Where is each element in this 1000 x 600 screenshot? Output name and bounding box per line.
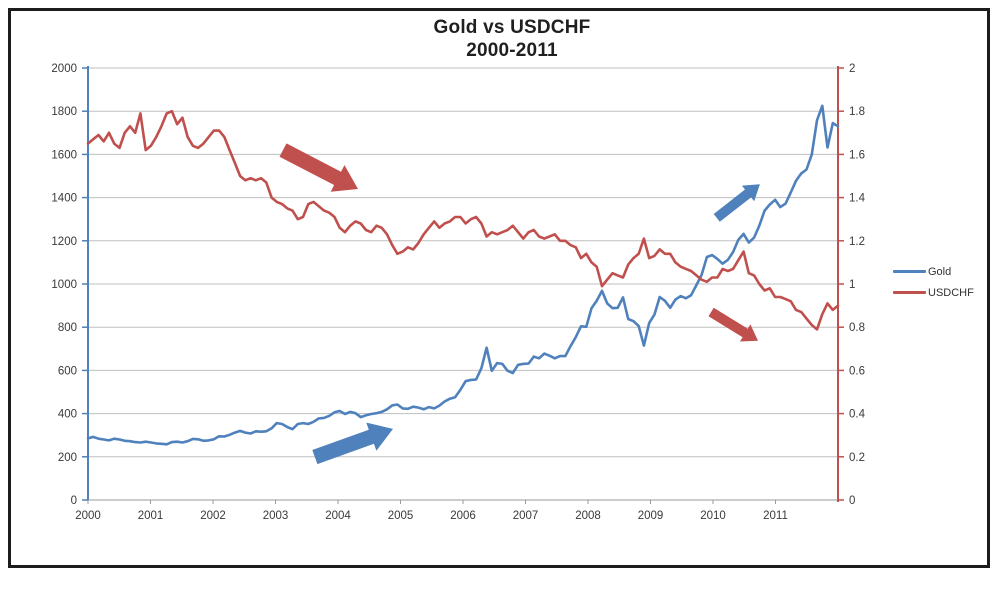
x-axis-label: 2011 — [763, 510, 788, 522]
legend-item-usdchf: USDCHF — [893, 282, 974, 303]
x-axis-label: 2002 — [200, 510, 226, 522]
left-axis-label: 800 — [58, 322, 77, 334]
left-axis-label: 200 — [58, 452, 77, 464]
left-axis-label: 0 — [71, 495, 77, 507]
right-axis-label: 0.4 — [849, 409, 866, 421]
gold-late-uptrend-arrow — [713, 184, 760, 222]
left-axis-label: 1800 — [51, 106, 77, 118]
x-axis-label: 2004 — [325, 510, 351, 522]
right-axis-label: 0 — [849, 495, 855, 507]
x-axis-label: 2005 — [388, 510, 414, 522]
legend-label-gold: Gold — [928, 265, 952, 278]
right-axis-label: 1 — [849, 279, 855, 291]
gold-uptrend-arrow — [312, 422, 393, 465]
gold-series-line — [86, 104, 840, 446]
right-axis-label: 0.6 — [849, 365, 865, 377]
x-axis-label: 2008 — [575, 510, 601, 522]
x-axis-label: 2003 — [263, 510, 289, 522]
right-axis-label: 1.6 — [849, 149, 865, 161]
left-axis-label: 600 — [58, 365, 77, 377]
x-axis-label: 2001 — [138, 510, 164, 522]
x-axis-label: 2009 — [638, 510, 664, 522]
legend-label-usdchf: USDCHF — [928, 286, 974, 299]
legend-item-gold: Gold — [893, 261, 974, 282]
right-axis-label: 1.4 — [849, 193, 866, 205]
x-axis-label: 2007 — [513, 510, 539, 522]
left-axis-label: 1200 — [51, 236, 77, 248]
left-axis-label: 1600 — [51, 149, 77, 161]
usdchf-line-swatch — [893, 291, 926, 294]
x-axis-label: 2010 — [700, 510, 726, 522]
gold-line-swatch — [893, 270, 926, 273]
left-axis-label: 1400 — [51, 193, 77, 205]
chart-title-line1: Gold vs USDCHF — [433, 17, 591, 38]
usdchf-late-downtrend-arrow — [708, 307, 758, 342]
usdchf-series-line — [86, 109, 840, 331]
right-axis-label: 1.2 — [849, 236, 865, 248]
x-axis-label: 2000 — [75, 510, 101, 522]
chart-title-line2: 2000-2011 — [466, 40, 558, 62]
chart-frame — [8, 8, 990, 568]
usdchf-downtrend-arrow — [279, 143, 358, 192]
right-axis-label: 1.8 — [849, 106, 865, 118]
chart-title: Gold vs USDCHF 2000-2011 — [24, 16, 1000, 62]
left-axis-label: 400 — [58, 409, 77, 421]
right-axis-label: 0.8 — [849, 322, 865, 334]
right-axis-label: 0.2 — [849, 452, 865, 464]
legend: Gold USDCHF — [893, 261, 974, 303]
x-axis-label: 2006 — [450, 510, 476, 522]
left-axis-label: 2000 — [51, 63, 77, 75]
right-axis-label: 2 — [849, 63, 855, 75]
left-axis-label: 1000 — [51, 279, 77, 291]
